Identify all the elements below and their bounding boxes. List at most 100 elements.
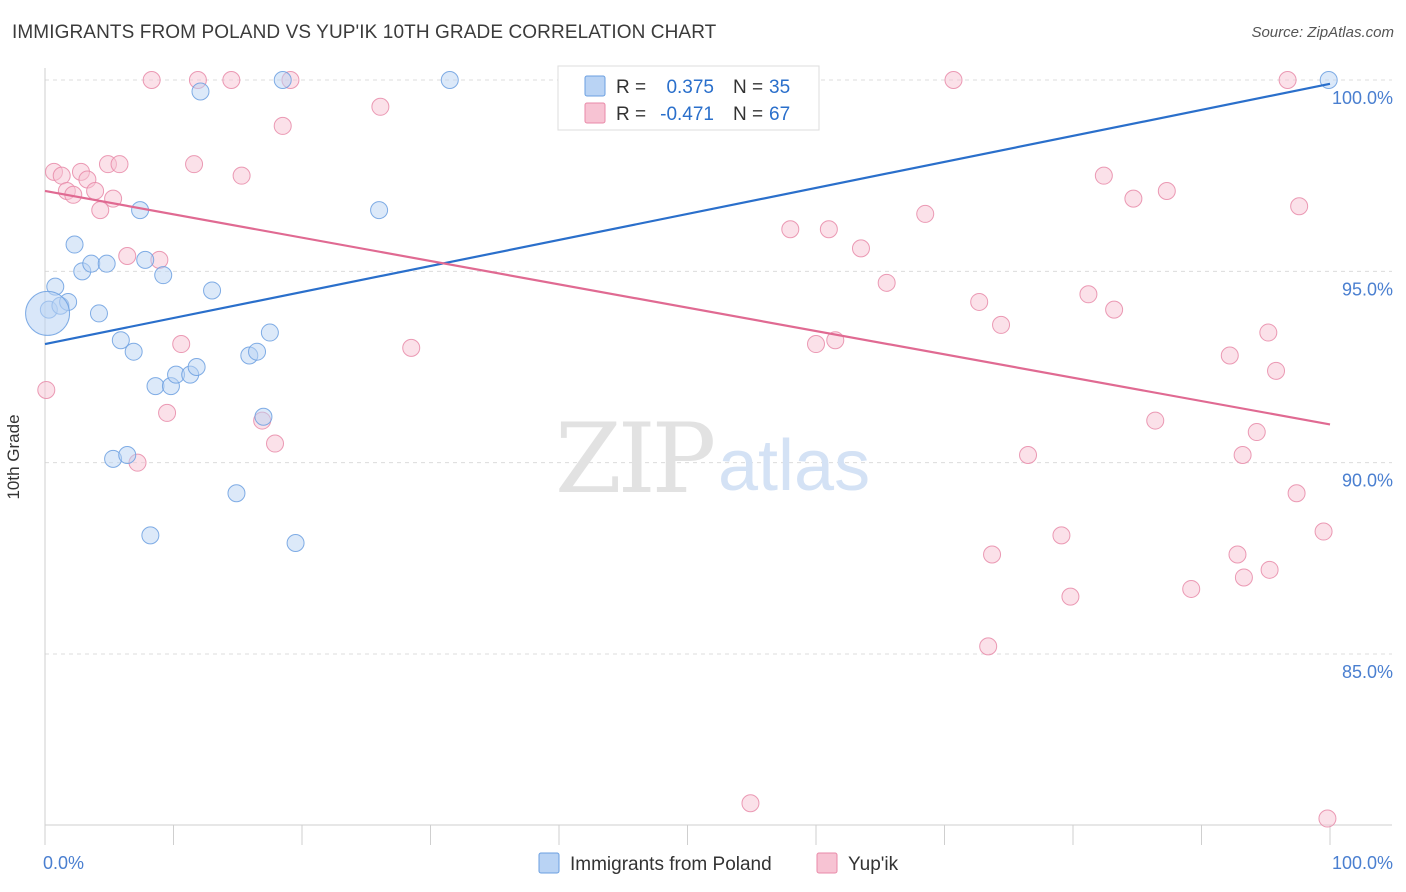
poland-point	[203, 281, 222, 300]
yupik-point	[232, 166, 251, 185]
yupik-point	[172, 335, 191, 354]
yupik-point	[1105, 300, 1124, 319]
poland-trend-line	[44, 82, 1331, 346]
yupik-point	[1267, 361, 1286, 380]
yupik-trend-line	[44, 189, 1331, 426]
yupik-point	[402, 338, 421, 357]
yupik-point	[142, 71, 161, 89]
poland-point	[141, 526, 160, 545]
yupik-point	[371, 97, 390, 116]
yupik-point	[1220, 346, 1239, 365]
y-tick-label: 85.0%	[1342, 662, 1393, 682]
y-tick-label: 100.0%	[1332, 88, 1393, 108]
legend-n-value: 67	[769, 104, 790, 125]
yupik-point	[1314, 522, 1333, 541]
yupik-point	[86, 181, 105, 200]
bottom-legend-label: Yup'ik	[848, 854, 899, 875]
yupik-point	[970, 292, 989, 311]
poland-point	[187, 358, 206, 376]
poland-point	[370, 201, 389, 220]
yupik-point	[1233, 446, 1252, 465]
yupik-point	[741, 794, 760, 813]
yupik-point	[1260, 560, 1279, 579]
legend-n-value: 35	[769, 77, 790, 98]
yupik-point	[944, 71, 963, 89]
poland-point	[111, 331, 130, 350]
legend-swatch	[584, 102, 606, 124]
poland-point	[136, 250, 155, 269]
yupik-point	[1157, 181, 1176, 200]
yupik-point	[222, 71, 241, 89]
yupik-point	[781, 220, 800, 239]
poland-point	[65, 235, 84, 254]
poland-point	[97, 254, 116, 273]
chart-title: IMMIGRANTS FROM POLAND VS YUP'IK 10TH GR…	[12, 22, 717, 43]
poland-point	[118, 446, 137, 465]
yupik-point	[37, 380, 56, 399]
y-tick-label: 90.0%	[1342, 471, 1393, 491]
yupik-point	[1290, 197, 1309, 216]
yupik-point	[807, 335, 825, 354]
yupik-point	[52, 166, 71, 185]
yupik-point	[1061, 587, 1080, 606]
yupik-point	[1247, 423, 1266, 442]
yupik-point	[185, 155, 204, 174]
yupik-point	[1287, 484, 1306, 503]
poland-point	[260, 323, 279, 342]
yupik-point	[266, 434, 285, 453]
legend-r-label: R =	[616, 104, 646, 125]
poland-point	[254, 407, 273, 426]
legend-r-value: 0.375	[666, 77, 714, 98]
yupik-point	[819, 220, 838, 239]
poland-point	[273, 71, 292, 89]
yupik-point	[1259, 323, 1278, 342]
yupik-point	[992, 315, 1011, 334]
yupik-point	[1318, 809, 1337, 828]
poland-point	[227, 484, 246, 503]
yupik-point	[1094, 166, 1113, 185]
watermark-zip: ZIP	[555, 403, 714, 515]
x-tick-label: 0.0%	[43, 853, 84, 873]
yupik-point	[1234, 568, 1253, 587]
yupik-point	[1228, 545, 1247, 564]
poland-point	[25, 290, 71, 336]
yupik-point	[979, 637, 998, 656]
legend-n-label: N =	[733, 77, 763, 98]
yupik-point	[1079, 285, 1098, 304]
poland-point	[146, 377, 165, 396]
yupik-point	[1124, 189, 1143, 208]
poland-point	[248, 342, 267, 361]
poland-point	[154, 266, 173, 285]
bottom-legend-label: Immigrants from Poland	[570, 854, 772, 875]
y-tick-label: 95.0%	[1342, 279, 1393, 299]
yupik-point	[1052, 526, 1071, 545]
source-label: Source: ZipAtlas.com	[1251, 24, 1394, 41]
yupik-point	[1146, 411, 1165, 430]
poland-point	[124, 342, 143, 361]
poland-point	[440, 71, 459, 89]
legend-n-label: N =	[733, 104, 763, 125]
yupik-point	[273, 116, 292, 135]
legend-r-label: R =	[616, 77, 646, 98]
watermark-atlas: atlas	[718, 426, 870, 506]
poland-point	[82, 254, 101, 273]
yupik-point	[1278, 71, 1297, 89]
yupik-point	[158, 403, 177, 422]
yupik-point	[851, 239, 870, 258]
yupik-point	[877, 273, 896, 292]
yupik-point	[983, 545, 1002, 564]
yupik-point	[118, 247, 137, 266]
poland-point	[286, 534, 305, 553]
x-tick-label: 100.0%	[1332, 853, 1393, 873]
poland-point	[191, 82, 210, 101]
yupik-point	[110, 155, 129, 174]
yupik-point	[916, 204, 935, 223]
bottom-legend-swatch	[538, 852, 560, 874]
yupik-point	[1182, 579, 1201, 598]
bottom-legend-swatch	[816, 852, 838, 874]
legend-r-value: -0.471	[660, 104, 714, 125]
yupik-point	[1019, 446, 1038, 465]
legend-swatch	[584, 75, 606, 97]
poland-point	[89, 304, 108, 323]
